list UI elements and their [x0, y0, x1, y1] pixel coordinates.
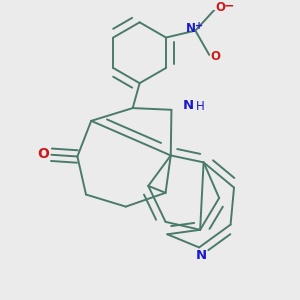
Text: N: N: [182, 99, 194, 112]
Text: O: O: [216, 1, 226, 13]
Text: N: N: [186, 22, 196, 35]
Text: H: H: [195, 100, 204, 113]
Text: +: +: [196, 22, 204, 32]
Text: −: −: [224, 0, 234, 12]
Text: O: O: [37, 147, 49, 161]
Text: N: N: [195, 248, 206, 262]
Text: O: O: [210, 50, 220, 63]
